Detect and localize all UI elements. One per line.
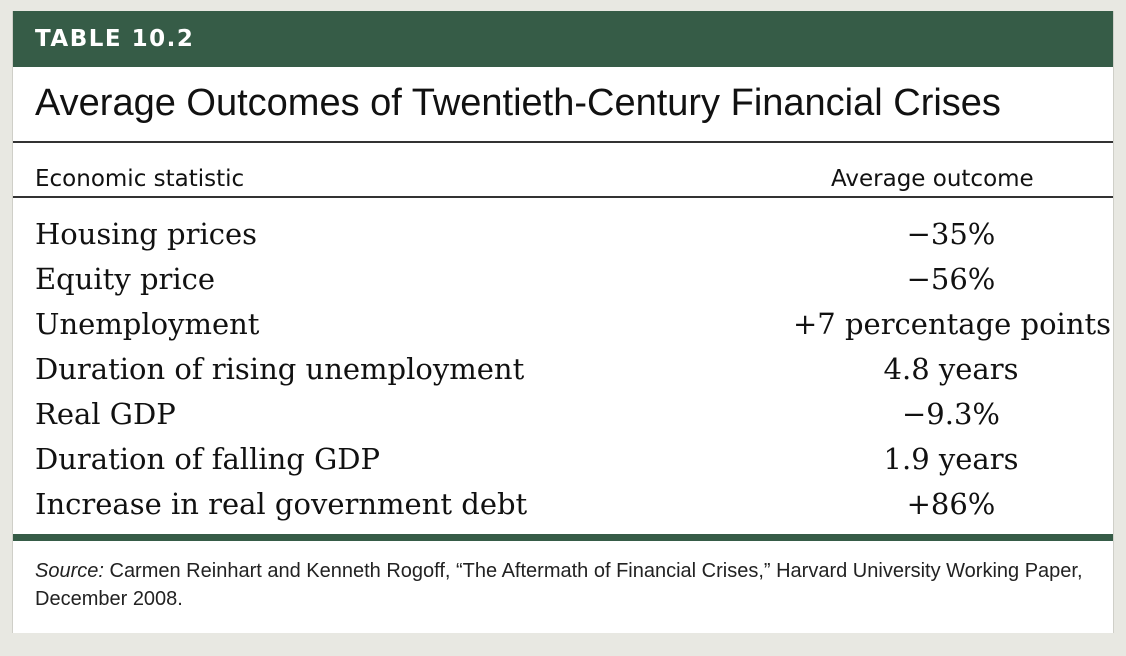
table-card: TABLE 10.2 Average Outcomes of Twentieth… [12, 11, 1114, 633]
column-header-outcome: Average outcome [831, 166, 1034, 192]
table-label: TABLE 10.2 [35, 26, 195, 52]
table-body: Housing prices −35% Equity price −56% Un… [13, 216, 1113, 531]
source-text: Carmen Reinhart and Kenneth Rogoff, “The… [35, 560, 1083, 610]
statistic-cell: Duration of rising unemployment [35, 352, 525, 386]
table-row: Unemployment +7 percentage points [13, 306, 1113, 351]
column-header-statistic: Economic statistic [35, 166, 245, 192]
outcome-cell: +86% [906, 487, 996, 521]
table-footer-band [13, 534, 1113, 541]
table-row: Housing prices −35% [13, 216, 1113, 261]
outcome-cell: 4.8 years [883, 352, 1019, 386]
table-row: Duration of falling GDP 1.9 years [13, 441, 1113, 486]
title-divider [13, 141, 1113, 143]
outcome-cell: −56% [906, 262, 996, 296]
source-note: Source: Carmen Reinhart and Kenneth Rogo… [35, 557, 1095, 613]
statistic-cell: Duration of falling GDP [35, 442, 381, 476]
statistic-cell: Unemployment [35, 307, 260, 341]
table-row: Real GDP −9.3% [13, 396, 1113, 441]
table-title: Average Outcomes of Twentieth-Century Fi… [35, 82, 1001, 124]
outcome-cell: −9.3% [902, 397, 1000, 431]
outcome-cell: −35% [906, 217, 996, 251]
source-label: Source: [35, 560, 104, 582]
statistic-cell: Housing prices [35, 217, 258, 251]
header-divider [13, 196, 1113, 198]
statistic-cell: Real GDP [35, 397, 176, 431]
table-row: Equity price −56% [13, 261, 1113, 306]
outcome-cell: +7 percentage points [793, 307, 1112, 341]
table-row: Increase in real government debt +86% [13, 486, 1113, 531]
table-header-band: TABLE 10.2 [13, 11, 1113, 67]
table-row: Duration of rising unemployment 4.8 year… [13, 351, 1113, 396]
outcome-cell: 1.9 years [883, 442, 1019, 476]
statistic-cell: Equity price [35, 262, 216, 296]
statistic-cell: Increase in real government debt [35, 487, 528, 521]
